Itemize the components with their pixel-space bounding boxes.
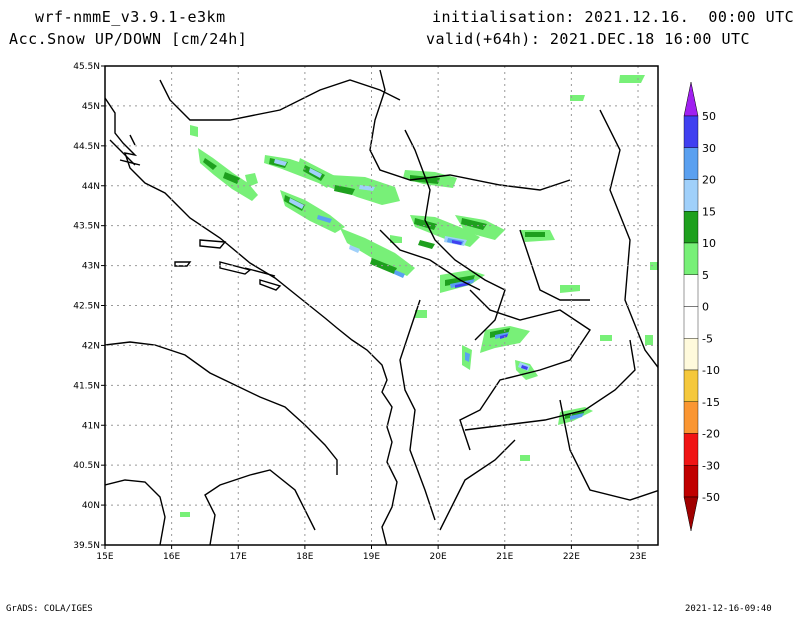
legend-label: 50	[702, 110, 716, 123]
legend-swatch	[683, 242, 699, 275]
model-title: wrf-nmmE_v3.9.1-e3km	[35, 8, 226, 26]
legend-label: 15	[702, 205, 716, 218]
lat-tick-label: 44N	[82, 182, 100, 192]
lon-axis: 15E 16E 17E 18E 19E 20E 21E 22E 23E	[96, 545, 647, 562]
lon-tick-label: 19E	[363, 552, 380, 562]
legend-swatch	[683, 338, 699, 371]
legend-bottom-cap	[683, 496, 699, 532]
legend-label: 0	[702, 301, 709, 314]
lon-tick-label: 18E	[296, 552, 313, 562]
lat-tick-label: 45N	[82, 102, 100, 112]
footer-timestamp: 2021-12-16-09:40	[685, 604, 772, 614]
legend-label: 10	[702, 237, 716, 250]
legend-swatch	[683, 306, 699, 339]
footer-credit: GrADS: COLA/IGES	[6, 604, 93, 614]
lon-tick-label: 23E	[629, 552, 646, 562]
legend-label: -20	[702, 428, 720, 441]
legend-swatch	[683, 274, 699, 307]
legend-swatch	[683, 211, 699, 244]
legend-top-cap	[683, 81, 699, 117]
lat-tick-label: 43.5N	[73, 222, 100, 232]
legend-label: -15	[702, 396, 720, 409]
lon-tick-label: 15E	[96, 552, 113, 562]
lat-tick-label: 41N	[82, 421, 100, 431]
lat-tick-label: 40N	[82, 501, 100, 511]
init-time: initialisation: 2021.12.16. 00:00 UTC	[432, 8, 795, 26]
legend-label: -10	[702, 364, 720, 377]
lon-tick-label: 17E	[230, 552, 247, 562]
lat-tick-label: 42.5N	[73, 302, 100, 312]
legend-label: 20	[702, 174, 716, 187]
lon-tick-label: 20E	[430, 552, 447, 562]
forecast-map: 15E 16E 17E 18E 19E 20E 21E 22E 23E 39.5N 40N 40.5…	[73, 62, 720, 562]
legend-swatch	[683, 369, 699, 402]
lat-axis: 39.5N 40N 40.5N 41N 41.5N 42N 42.5N 43N 43.5N 44N…	[73, 62, 105, 551]
lon-tick-label: 21E	[496, 552, 513, 562]
valid-time: valid(+64h): 2021.DEC.18 16:00 UTC	[426, 30, 751, 48]
lat-tick-label: 44.5N	[73, 142, 100, 152]
legend-label: 30	[702, 142, 716, 155]
lat-tick-label: 43N	[82, 262, 100, 272]
lat-tick-label: 42N	[82, 341, 100, 351]
lon-tick-label: 16E	[163, 552, 180, 562]
lat-tick-label: 41.5N	[73, 381, 100, 391]
legend-label: -50	[702, 491, 720, 504]
lon-tick-label: 22E	[563, 552, 580, 562]
coastlines-borders	[105, 69, 658, 545]
legend-swatch	[683, 465, 699, 498]
legend-swatch	[683, 433, 699, 466]
legend-swatch	[683, 179, 699, 212]
legend-label: -30	[702, 459, 720, 472]
map-grid	[105, 66, 658, 545]
legend-swatch	[683, 401, 699, 434]
legend-label: -5	[702, 332, 713, 345]
legend-label: 5	[702, 269, 709, 282]
legend-swatch	[683, 115, 699, 148]
lat-tick-label: 45.5N	[73, 62, 100, 72]
lat-tick-label: 40.5N	[73, 461, 100, 471]
field-title: h Acc.Snow UP/DOWN [cm/24h]	[0, 30, 248, 48]
legend-swatch	[683, 147, 699, 180]
lat-tick-label: 39.5N	[73, 541, 100, 551]
snow-field	[180, 75, 658, 517]
